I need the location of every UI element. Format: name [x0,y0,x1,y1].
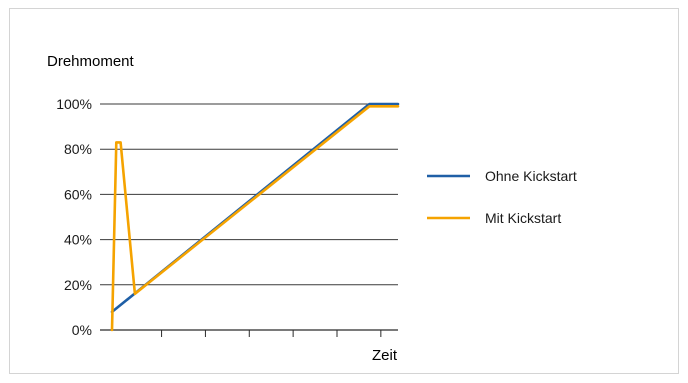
y-tick-label: 80% [64,141,92,157]
legend-label: Mit Kickstart [485,210,561,226]
y-tick-label: 60% [64,186,92,202]
y-tick-label: 20% [64,277,92,293]
legend-label: Ohne Kickstart [485,168,577,184]
x-axis-title: Zeit [372,347,398,364]
series-line-ohne-kickstart [110,102,400,314]
chart-frame [9,8,679,374]
y-axis-title: Drehmoment [47,53,135,70]
series-lines [110,102,400,332]
legend: Ohne Kickstart Mit Kickstart [427,168,577,226]
gridlines [100,103,398,286]
series-line-mit-kickstart [110,105,400,332]
x-axis [100,329,398,337]
y-tick-label: 0% [72,322,92,338]
y-tick-label: 100% [56,96,92,112]
y-tick-label: 40% [64,232,92,248]
y-tick-labels: 0% 20% 40% 60% 80% 100% [56,96,92,338]
